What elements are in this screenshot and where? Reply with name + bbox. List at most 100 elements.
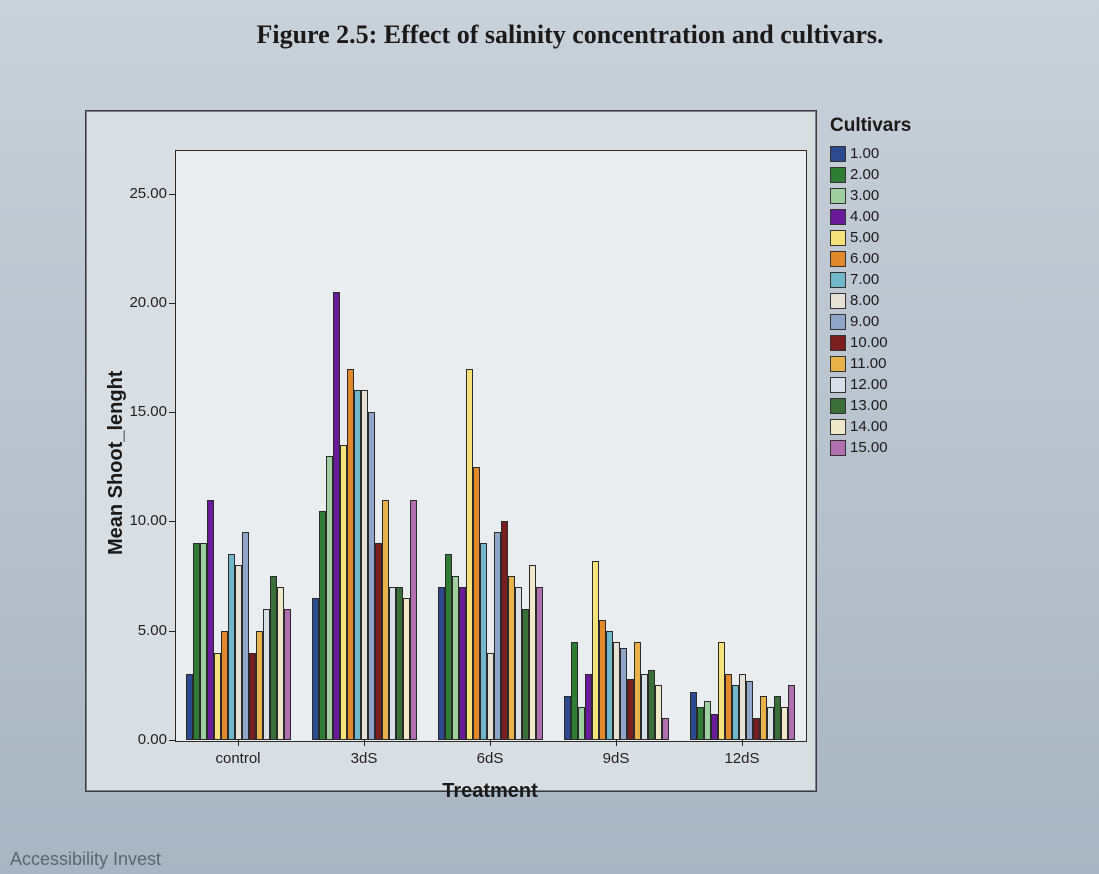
- bar: [571, 642, 578, 740]
- legend-label: 4.00: [850, 208, 879, 225]
- bar: [410, 500, 417, 740]
- bar: [487, 653, 494, 740]
- bar: [515, 587, 522, 740]
- x-tick-label: 3dS: [324, 750, 404, 767]
- x-tick-label: control: [198, 750, 278, 767]
- bar: [781, 707, 788, 740]
- bar: [284, 609, 291, 740]
- bar: [627, 679, 634, 740]
- legend-label: 15.00: [850, 439, 888, 456]
- legend-item: 15.00: [830, 439, 888, 456]
- bar: [767, 707, 774, 740]
- bar: [354, 390, 361, 740]
- bar: [389, 587, 396, 740]
- x-tick-label: 6dS: [450, 750, 530, 767]
- x-tick-mark: [238, 740, 239, 746]
- legend-swatch: [830, 314, 846, 330]
- legend-swatch: [830, 251, 846, 267]
- bar: [326, 456, 333, 740]
- bar: [529, 565, 536, 740]
- legend-label: 3.00: [850, 187, 879, 204]
- legend-swatch: [830, 209, 846, 225]
- bar: [704, 701, 711, 740]
- bar: [200, 543, 207, 740]
- legend-label: 7.00: [850, 271, 879, 288]
- bar: [452, 576, 459, 740]
- bar: [760, 696, 767, 740]
- legend-swatch: [830, 293, 846, 309]
- bar: [312, 598, 319, 740]
- x-tick-mark: [616, 740, 617, 746]
- bar: [536, 587, 543, 740]
- x-tick-label: 9dS: [576, 750, 656, 767]
- y-tick-mark: [169, 412, 175, 413]
- legend-swatch: [830, 272, 846, 288]
- legend-label: 13.00: [850, 397, 888, 414]
- bar: [235, 565, 242, 740]
- legend-label: 8.00: [850, 292, 879, 309]
- legend-item: 2.00: [830, 166, 879, 183]
- bar: [221, 631, 228, 740]
- bar: [438, 587, 445, 740]
- y-tick-label: 10.00: [129, 512, 167, 529]
- bar: [361, 390, 368, 740]
- legend-label: 12.00: [850, 376, 888, 393]
- bar: [606, 631, 613, 740]
- bar: [648, 670, 655, 740]
- bar: [599, 620, 606, 740]
- bar: [494, 532, 501, 740]
- bar: [382, 500, 389, 740]
- y-tick-mark: [169, 303, 175, 304]
- bar: [522, 609, 529, 740]
- legend-swatch: [830, 419, 846, 435]
- y-tick-label: 20.00: [129, 294, 167, 311]
- legend-label: 5.00: [850, 229, 879, 246]
- bar: [753, 718, 760, 740]
- legend-swatch: [830, 398, 846, 414]
- bar: [774, 696, 781, 740]
- legend-swatch: [830, 377, 846, 393]
- legend-swatch: [830, 335, 846, 351]
- bar: [578, 707, 585, 740]
- bar: [739, 674, 746, 740]
- bar: [697, 707, 704, 740]
- y-tick-mark: [169, 194, 175, 195]
- bar: [270, 576, 277, 740]
- x-tick-label: 12dS: [702, 750, 782, 767]
- bar: [711, 714, 718, 740]
- legend-swatch: [830, 146, 846, 162]
- bar: [501, 521, 508, 740]
- legend-item: 11.00: [830, 355, 886, 372]
- legend-label: 6.00: [850, 250, 879, 267]
- bar: [690, 692, 697, 740]
- bar: [732, 685, 739, 740]
- bar: [193, 543, 200, 740]
- y-tick-label: 5.00: [138, 622, 167, 639]
- y-tick-mark: [169, 740, 175, 741]
- bar: [368, 412, 375, 740]
- legend-item: 1.00: [830, 145, 879, 162]
- legend-label: 2.00: [850, 166, 879, 183]
- legend-item: 9.00: [830, 313, 879, 330]
- bar: [277, 587, 284, 740]
- page-root: Figure 2.5: Effect of salinity concentra…: [0, 0, 1099, 874]
- bar: [620, 648, 627, 740]
- footer-accessibility-text: Accessibility Invest: [10, 849, 161, 870]
- bar: [207, 500, 214, 740]
- bar: [634, 642, 641, 740]
- legend-title: Cultivars: [830, 115, 911, 137]
- bar: [585, 674, 592, 740]
- legend-label: 11.00: [850, 355, 886, 372]
- y-axis-label: Mean Shoot_lenght: [105, 371, 128, 555]
- legend-swatch: [830, 356, 846, 372]
- legend-label: 1.00: [850, 145, 879, 162]
- bar: [263, 609, 270, 740]
- bar: [396, 587, 403, 740]
- y-tick-label: 0.00: [138, 731, 167, 748]
- bar: [242, 532, 249, 740]
- legend-swatch: [830, 440, 846, 456]
- legend-label: 10.00: [850, 334, 888, 351]
- legend-item: 13.00: [830, 397, 888, 414]
- legend-swatch: [830, 167, 846, 183]
- bar: [333, 292, 340, 740]
